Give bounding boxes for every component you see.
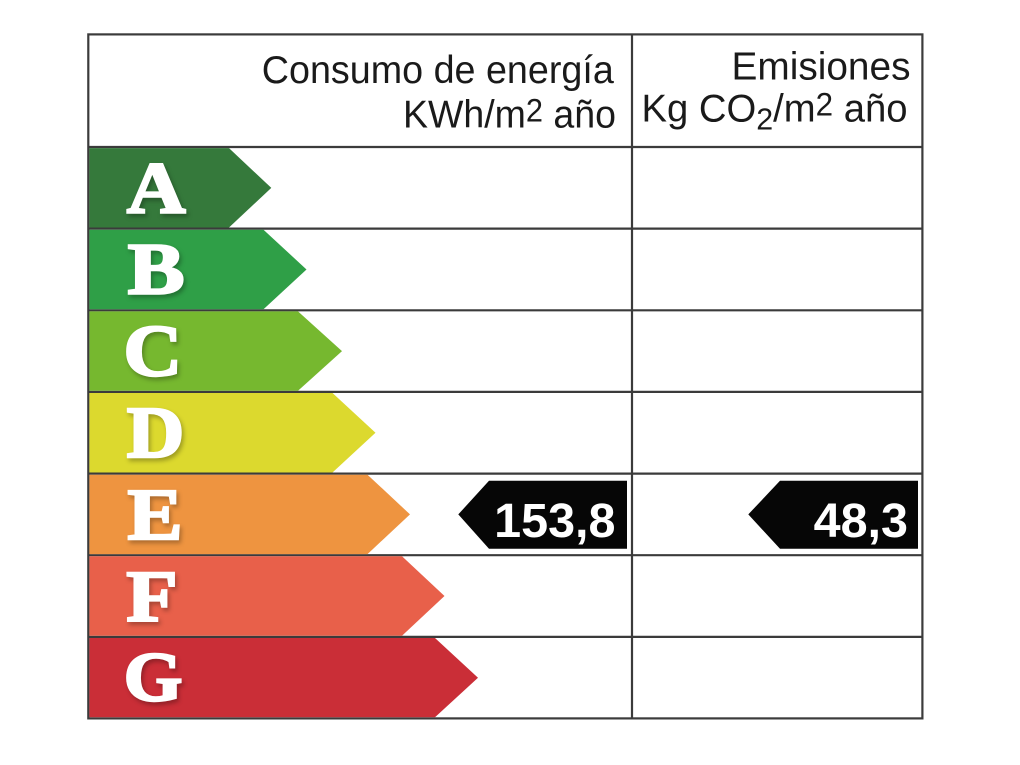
svg-text:KWh/m2 año: KWh/m2 año	[403, 92, 616, 136]
svg-text:48,3: 48,3	[814, 494, 908, 548]
svg-text:Kg CO2/m2 año: Kg CO2/m2 año	[642, 87, 908, 137]
svg-text:Consumo de energía: Consumo de energía	[262, 49, 614, 92]
svg-text:B: B	[128, 229, 185, 310]
svg-text:D: D	[127, 392, 185, 474]
svg-text:A: A	[127, 147, 186, 229]
svg-text:153,8: 153,8	[494, 494, 615, 548]
svg-text:C: C	[124, 310, 183, 392]
svg-text:Emisiones: Emisiones	[732, 46, 911, 89]
svg-text:G: G	[124, 638, 183, 716]
svg-text:F: F	[126, 556, 177, 637]
svg-text:E: E	[128, 473, 183, 555]
